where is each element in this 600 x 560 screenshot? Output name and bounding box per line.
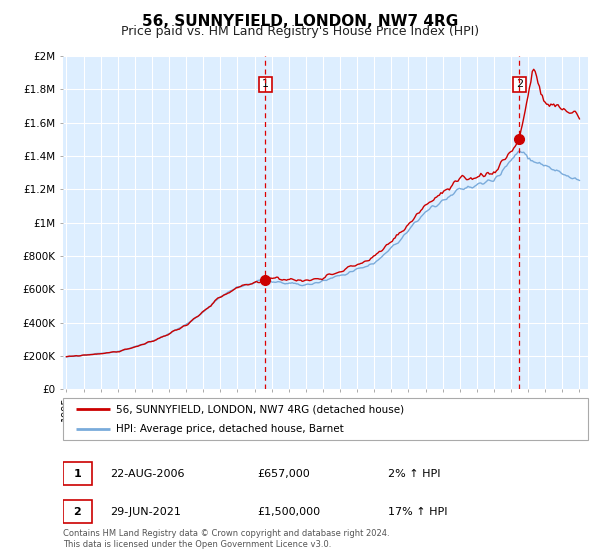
Text: 56, SUNNYFIELD, LONDON, NW7 4RG: 56, SUNNYFIELD, LONDON, NW7 4RG (142, 14, 458, 29)
FancyBboxPatch shape (63, 462, 92, 485)
Text: 1: 1 (74, 469, 82, 479)
Text: 22-AUG-2006: 22-AUG-2006 (110, 469, 185, 479)
Text: 56, SUNNYFIELD, LONDON, NW7 4RG (detached house): 56, SUNNYFIELD, LONDON, NW7 4RG (detache… (115, 404, 404, 414)
Text: 17% ↑ HPI: 17% ↑ HPI (389, 507, 448, 517)
FancyBboxPatch shape (63, 501, 92, 523)
Text: £657,000: £657,000 (257, 469, 310, 479)
Text: £1,500,000: £1,500,000 (257, 507, 320, 517)
Text: Price paid vs. HM Land Registry's House Price Index (HPI): Price paid vs. HM Land Registry's House … (121, 25, 479, 38)
Text: 2: 2 (516, 80, 523, 90)
Text: 2: 2 (74, 507, 82, 517)
Text: HPI: Average price, detached house, Barnet: HPI: Average price, detached house, Barn… (115, 424, 343, 434)
Text: 1: 1 (262, 80, 269, 90)
Text: 29-JUN-2021: 29-JUN-2021 (110, 507, 181, 517)
Text: Contains HM Land Registry data © Crown copyright and database right 2024.
This d: Contains HM Land Registry data © Crown c… (63, 529, 389, 549)
Text: 2% ↑ HPI: 2% ↑ HPI (389, 469, 441, 479)
